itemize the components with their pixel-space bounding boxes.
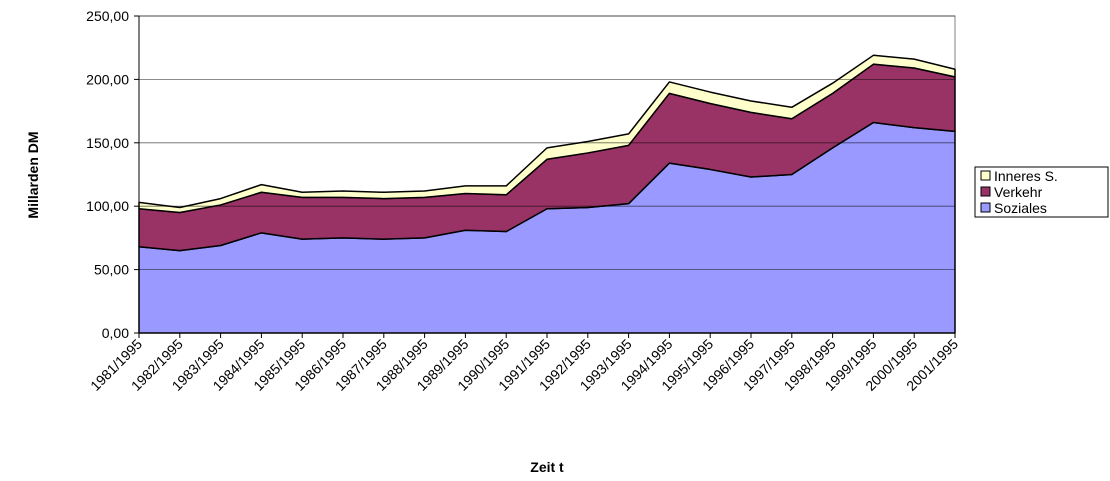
y-axis-label: Millarden DM xyxy=(25,131,41,218)
legend-swatch xyxy=(980,186,991,197)
y-tick-label: 50,00 xyxy=(94,262,129,278)
x-axis-label: Zeit t xyxy=(530,459,564,475)
legend-swatch xyxy=(980,202,991,213)
legend-label: Inneres S. xyxy=(994,168,1058,184)
y-tick-label: 100,00 xyxy=(86,198,129,214)
y-tick-label: 0,00 xyxy=(102,325,129,341)
y-tick-label: 250,00 xyxy=(86,8,129,24)
legend-box xyxy=(974,166,1109,218)
legend-label: Verkehr xyxy=(994,184,1043,200)
y-tick-label: 150,00 xyxy=(86,135,129,151)
area xyxy=(138,54,956,214)
legend-label: Soziales xyxy=(994,200,1047,216)
y-tick-label: 200,00 xyxy=(86,71,129,87)
legend-swatch xyxy=(980,170,991,181)
